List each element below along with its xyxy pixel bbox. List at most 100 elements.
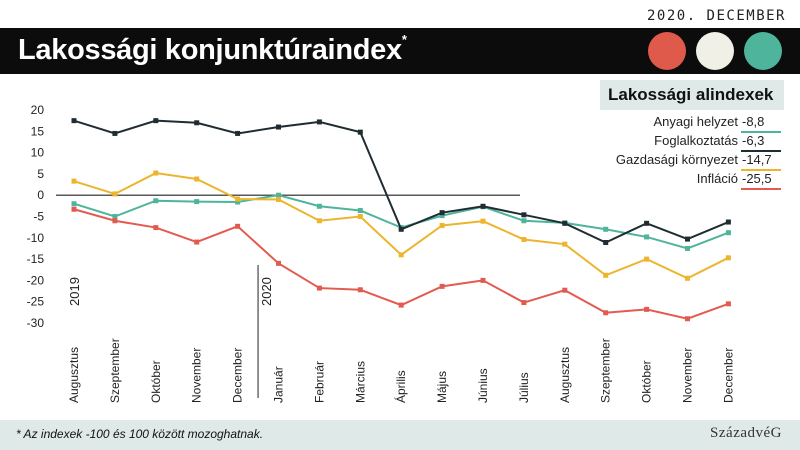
x-tick-label: November — [681, 348, 695, 403]
legend-item-anyagi: Anyagi helyzet -8,8 — [540, 114, 784, 133]
data-point — [276, 192, 281, 198]
y-tick-label: 0 — [37, 188, 44, 202]
data-point — [521, 212, 527, 218]
data-point — [235, 130, 241, 136]
data-point — [194, 239, 200, 245]
data-point — [71, 201, 77, 207]
legend-value: -25,5 — [742, 171, 772, 186]
legend-value: -6,3 — [742, 133, 765, 148]
x-tick-label: Június — [476, 368, 490, 403]
data-point — [685, 236, 690, 242]
data-point — [153, 225, 159, 231]
data-point — [71, 118, 77, 124]
data-point — [316, 203, 322, 209]
data-point — [357, 287, 363, 293]
data-point — [316, 218, 322, 224]
data-point — [276, 196, 281, 202]
data-point — [644, 234, 650, 240]
data-point — [71, 206, 77, 212]
data-point — [316, 285, 322, 291]
y-tick-label: 10 — [31, 146, 45, 160]
y-tick-label: -10 — [27, 231, 45, 245]
data-point — [521, 300, 527, 306]
legend-label: Gazdasági környezet — [615, 152, 738, 167]
x-tick-label: Március — [353, 361, 367, 403]
x-tick-label: Október — [640, 360, 654, 403]
data-point — [153, 118, 159, 124]
x-tick-label: Július — [517, 372, 531, 403]
data-point — [357, 129, 363, 135]
x-tick-label: November — [190, 348, 204, 403]
data-point — [357, 208, 363, 214]
series-line — [73, 119, 729, 244]
data-point — [562, 220, 568, 226]
y-tick-label: -30 — [27, 316, 45, 330]
year-label: 2020 — [259, 277, 274, 306]
x-tick-label: December — [231, 348, 245, 403]
legend-title-box: Lakossági alindexek — [600, 80, 784, 110]
report-date: 2020. DECEMBER — [646, 8, 786, 24]
data-point — [685, 245, 690, 251]
data-point — [398, 252, 404, 258]
legend-value: -8,8 — [742, 114, 765, 129]
data-point — [603, 310, 609, 316]
data-point — [439, 283, 445, 289]
brand-logo: SzázadvéG — [710, 425, 782, 441]
data-point — [112, 218, 118, 224]
x-tick-label: Április — [393, 370, 408, 403]
x-tick-label: Május — [435, 371, 449, 403]
data-point — [112, 130, 118, 136]
y-tick-label: -25 — [27, 295, 45, 309]
data-point — [644, 306, 650, 312]
data-point — [480, 218, 486, 224]
title-footnote-mark: * — [401, 32, 407, 48]
data-point — [194, 199, 200, 205]
data-point — [603, 272, 609, 278]
data-point — [725, 301, 731, 307]
x-tick-label: Január — [272, 366, 286, 403]
y-tick-label: 5 — [37, 167, 44, 181]
x-tick-label: Szeptember — [108, 338, 122, 403]
data-point — [480, 203, 486, 209]
x-tick-label: Február — [312, 361, 326, 403]
legend-value: -14,7 — [742, 152, 772, 167]
legend-swatch — [741, 169, 781, 171]
line-chart: 20 15 10 5 0 -5 -10 -15 -20 -25 -30 Augusztus Szepte… — [27, 103, 736, 403]
y-tick-label: 20 — [31, 103, 45, 117]
year-label: 2019 — [67, 277, 82, 306]
y-tick-label: -5 — [33, 210, 44, 224]
data-point — [725, 230, 731, 236]
chart-title: Lakossági konjunktúraindex* — [18, 32, 407, 66]
y-tick-label: -15 — [27, 252, 45, 266]
data-point — [398, 226, 404, 232]
x-tick-label: Szeptember — [599, 338, 613, 403]
wave-icon — [744, 32, 782, 70]
data-point — [235, 196, 241, 202]
data-point — [71, 178, 77, 184]
data-point — [685, 316, 690, 322]
data-point — [521, 218, 527, 224]
legend-item-gazdasagi: Gazdasági környezet -14,7 — [540, 152, 784, 171]
data-point — [521, 237, 527, 243]
data-point — [644, 220, 650, 226]
legend-swatch — [741, 188, 781, 190]
data-point — [603, 226, 609, 232]
footer-bar: * Az indexek -100 és 100 között mozoghat… — [0, 420, 800, 450]
legend-label: Anyagi helyzet — [653, 114, 738, 129]
series-line — [73, 194, 729, 250]
y-tick-label: 15 — [31, 124, 45, 138]
data-point — [194, 120, 200, 126]
data-point — [439, 213, 445, 219]
data-point — [235, 199, 241, 205]
data-point — [562, 241, 568, 247]
x-tick-label: Augusztus — [558, 347, 572, 403]
data-point — [276, 124, 281, 130]
legend-swatch — [741, 150, 781, 152]
data-point — [235, 223, 241, 229]
data-point — [153, 198, 159, 204]
data-point — [439, 210, 445, 216]
x-tick-label: Október — [149, 360, 163, 403]
legend-label: Foglalkoztatás — [654, 133, 738, 148]
data-point — [480, 277, 486, 283]
legend-swatch — [741, 131, 781, 133]
